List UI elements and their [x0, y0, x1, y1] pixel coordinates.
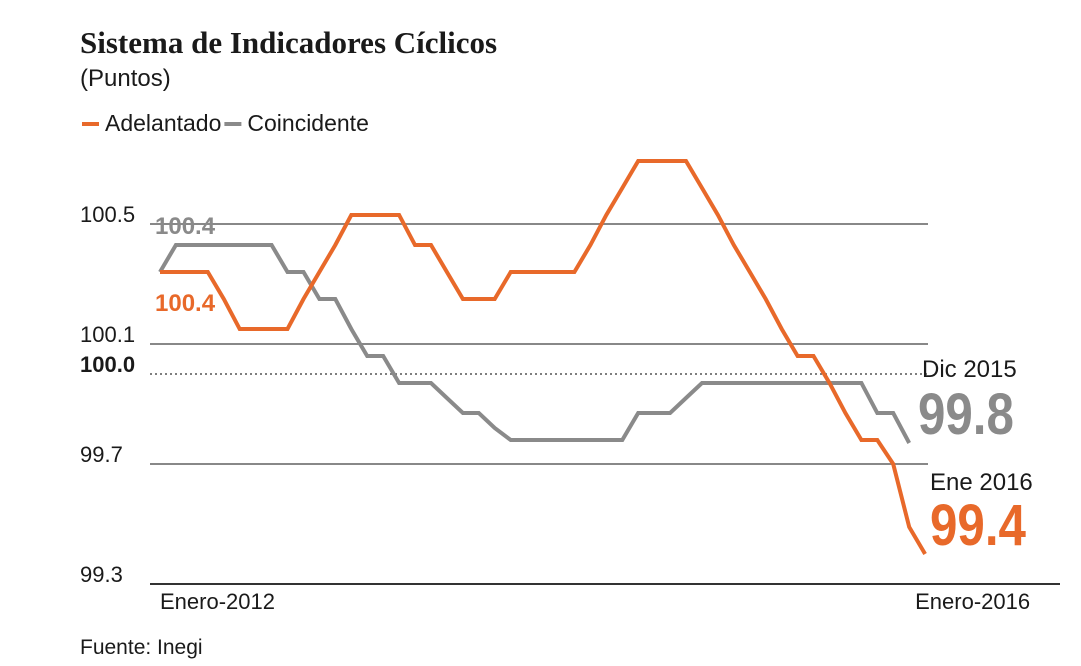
chart-title: Sistema de Indicadores Cíclicos — [80, 25, 497, 60]
y-tick-label: 99.7 — [80, 442, 123, 467]
source: Fuente: Inegi — [80, 636, 203, 659]
legend-label: Coincidente — [247, 110, 368, 136]
annotation: 99.4 — [930, 493, 1026, 558]
y-tick-label: 100.0 — [80, 352, 135, 377]
annotation: 100.4 — [155, 290, 216, 317]
annotation: Ene 2016 — [930, 469, 1033, 496]
legend-label: Adelantado — [105, 110, 221, 136]
y-tick-label: 100.5 — [80, 202, 135, 227]
series-line — [160, 159, 927, 556]
chart-subtitle: (Puntos) — [80, 65, 171, 92]
annotation: 100.4 — [155, 213, 216, 240]
series-line — [158, 243, 911, 444]
annotation: Dic 2015 — [922, 356, 1017, 383]
annotation: 99.8 — [918, 382, 1014, 447]
y-tick-label: 99.3 — [80, 562, 123, 587]
x-tick-label: Enero-2012 — [160, 589, 275, 614]
y-tick-label: 100.1 — [80, 322, 135, 347]
x-tick-label: Enero-2016 — [915, 589, 1030, 614]
